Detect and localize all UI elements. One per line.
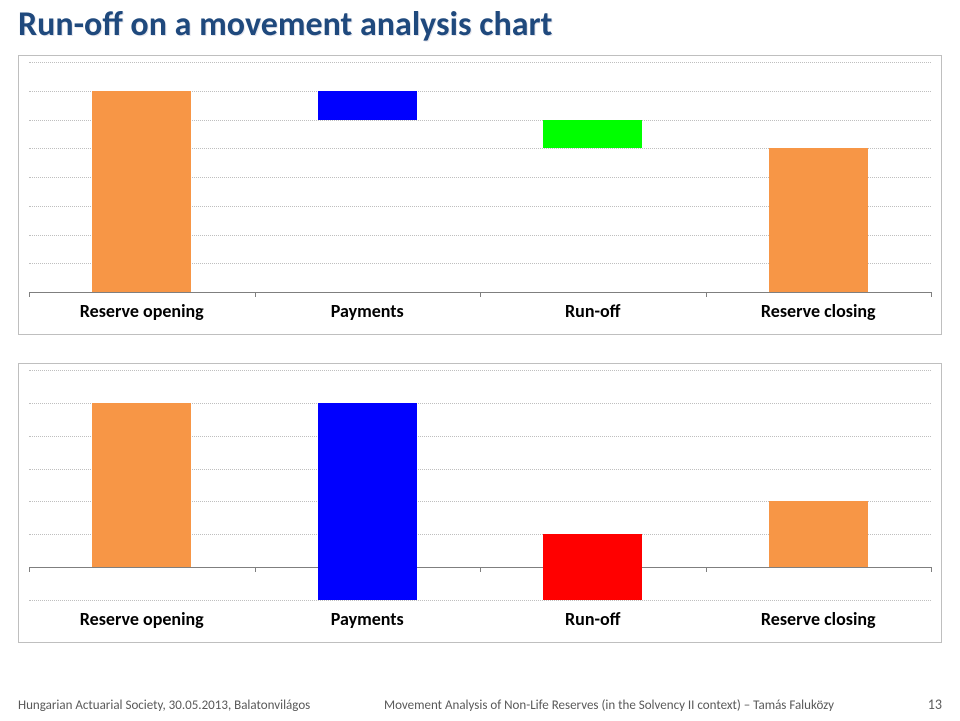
chart-bar [769,148,868,292]
x-axis-label: Reserve opening [80,300,204,322]
chart-bar [318,91,417,120]
chart-bar [318,403,417,600]
footer-left: Hungarian Actuarial Society, 30.05.2013,… [18,698,310,713]
x-axis-label: Payments [331,300,404,322]
chart-bar [543,120,642,149]
chart-bar [92,91,191,292]
x-axis-label: Run-off [565,608,620,630]
x-axis-label: Reserve closing [761,300,876,322]
chart-bar [769,501,868,567]
waterfall-chart: Reserve opening Payments Run-off Reserve cl… [18,363,942,643]
x-axis-label: Payments [331,608,404,630]
x-axis-label: Reserve closing [761,608,876,630]
x-axis-label: Run-off [565,300,620,322]
footer-right: Movement Analysis of Non-Life Reserves (… [384,698,834,713]
charts-container: Reserve opening Payments Run-off Reserve cl… [18,55,942,643]
x-axis-label: Reserve opening [80,608,204,630]
footer-page-number: 13 [908,696,942,713]
chart-bar [92,403,191,567]
waterfall-chart: Reserve opening Payments Run-off Reserve cl… [18,55,942,335]
slide-footer: Hungarian Actuarial Society, 30.05.2013,… [18,696,942,713]
chart-bar [543,534,642,600]
page-title: Run-off on a movement analysis chart [18,0,942,55]
